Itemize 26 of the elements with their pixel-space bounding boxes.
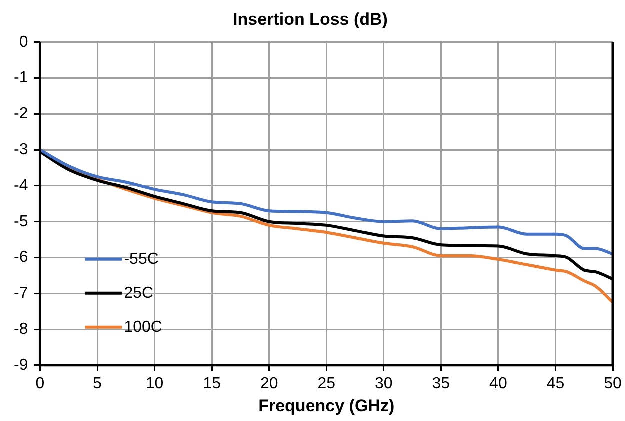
x-tick-label: 50	[604, 375, 622, 392]
y-tick-label: -1	[14, 70, 28, 87]
x-tick-label: 35	[432, 375, 450, 392]
x-tick-label: 40	[490, 375, 508, 392]
x-tick-label: 25	[318, 375, 336, 392]
y-tick-label: -3	[14, 141, 28, 158]
x-tick-label: 0	[36, 375, 45, 392]
legend-label: 25C	[124, 284, 154, 302]
y-tick-label: -5	[14, 213, 28, 230]
x-tick-label: 45	[546, 375, 565, 392]
x-tick-label: 30	[374, 375, 393, 392]
x-axis-title: Frequency (GHz)	[258, 396, 395, 416]
x-tick-label: 10	[146, 375, 164, 392]
x-tick-label: 5	[93, 375, 102, 392]
y-tick-label: -9	[14, 356, 28, 374]
y-tick-label: -6	[14, 249, 28, 266]
y-tick-label: -7	[14, 285, 28, 302]
chart-title: Insertion Loss (dB)	[233, 10, 388, 29]
y-tick-label: -8	[14, 320, 28, 338]
legend-label: -55C	[124, 250, 159, 268]
y-tick-label: -4	[14, 177, 28, 194]
y-tick-label: 0	[19, 34, 28, 51]
x-tick-label: 15	[203, 375, 222, 392]
x-tick-label: 20	[260, 375, 278, 392]
legend-label: 100C	[124, 318, 162, 336]
y-tick-label: -2	[14, 106, 28, 123]
